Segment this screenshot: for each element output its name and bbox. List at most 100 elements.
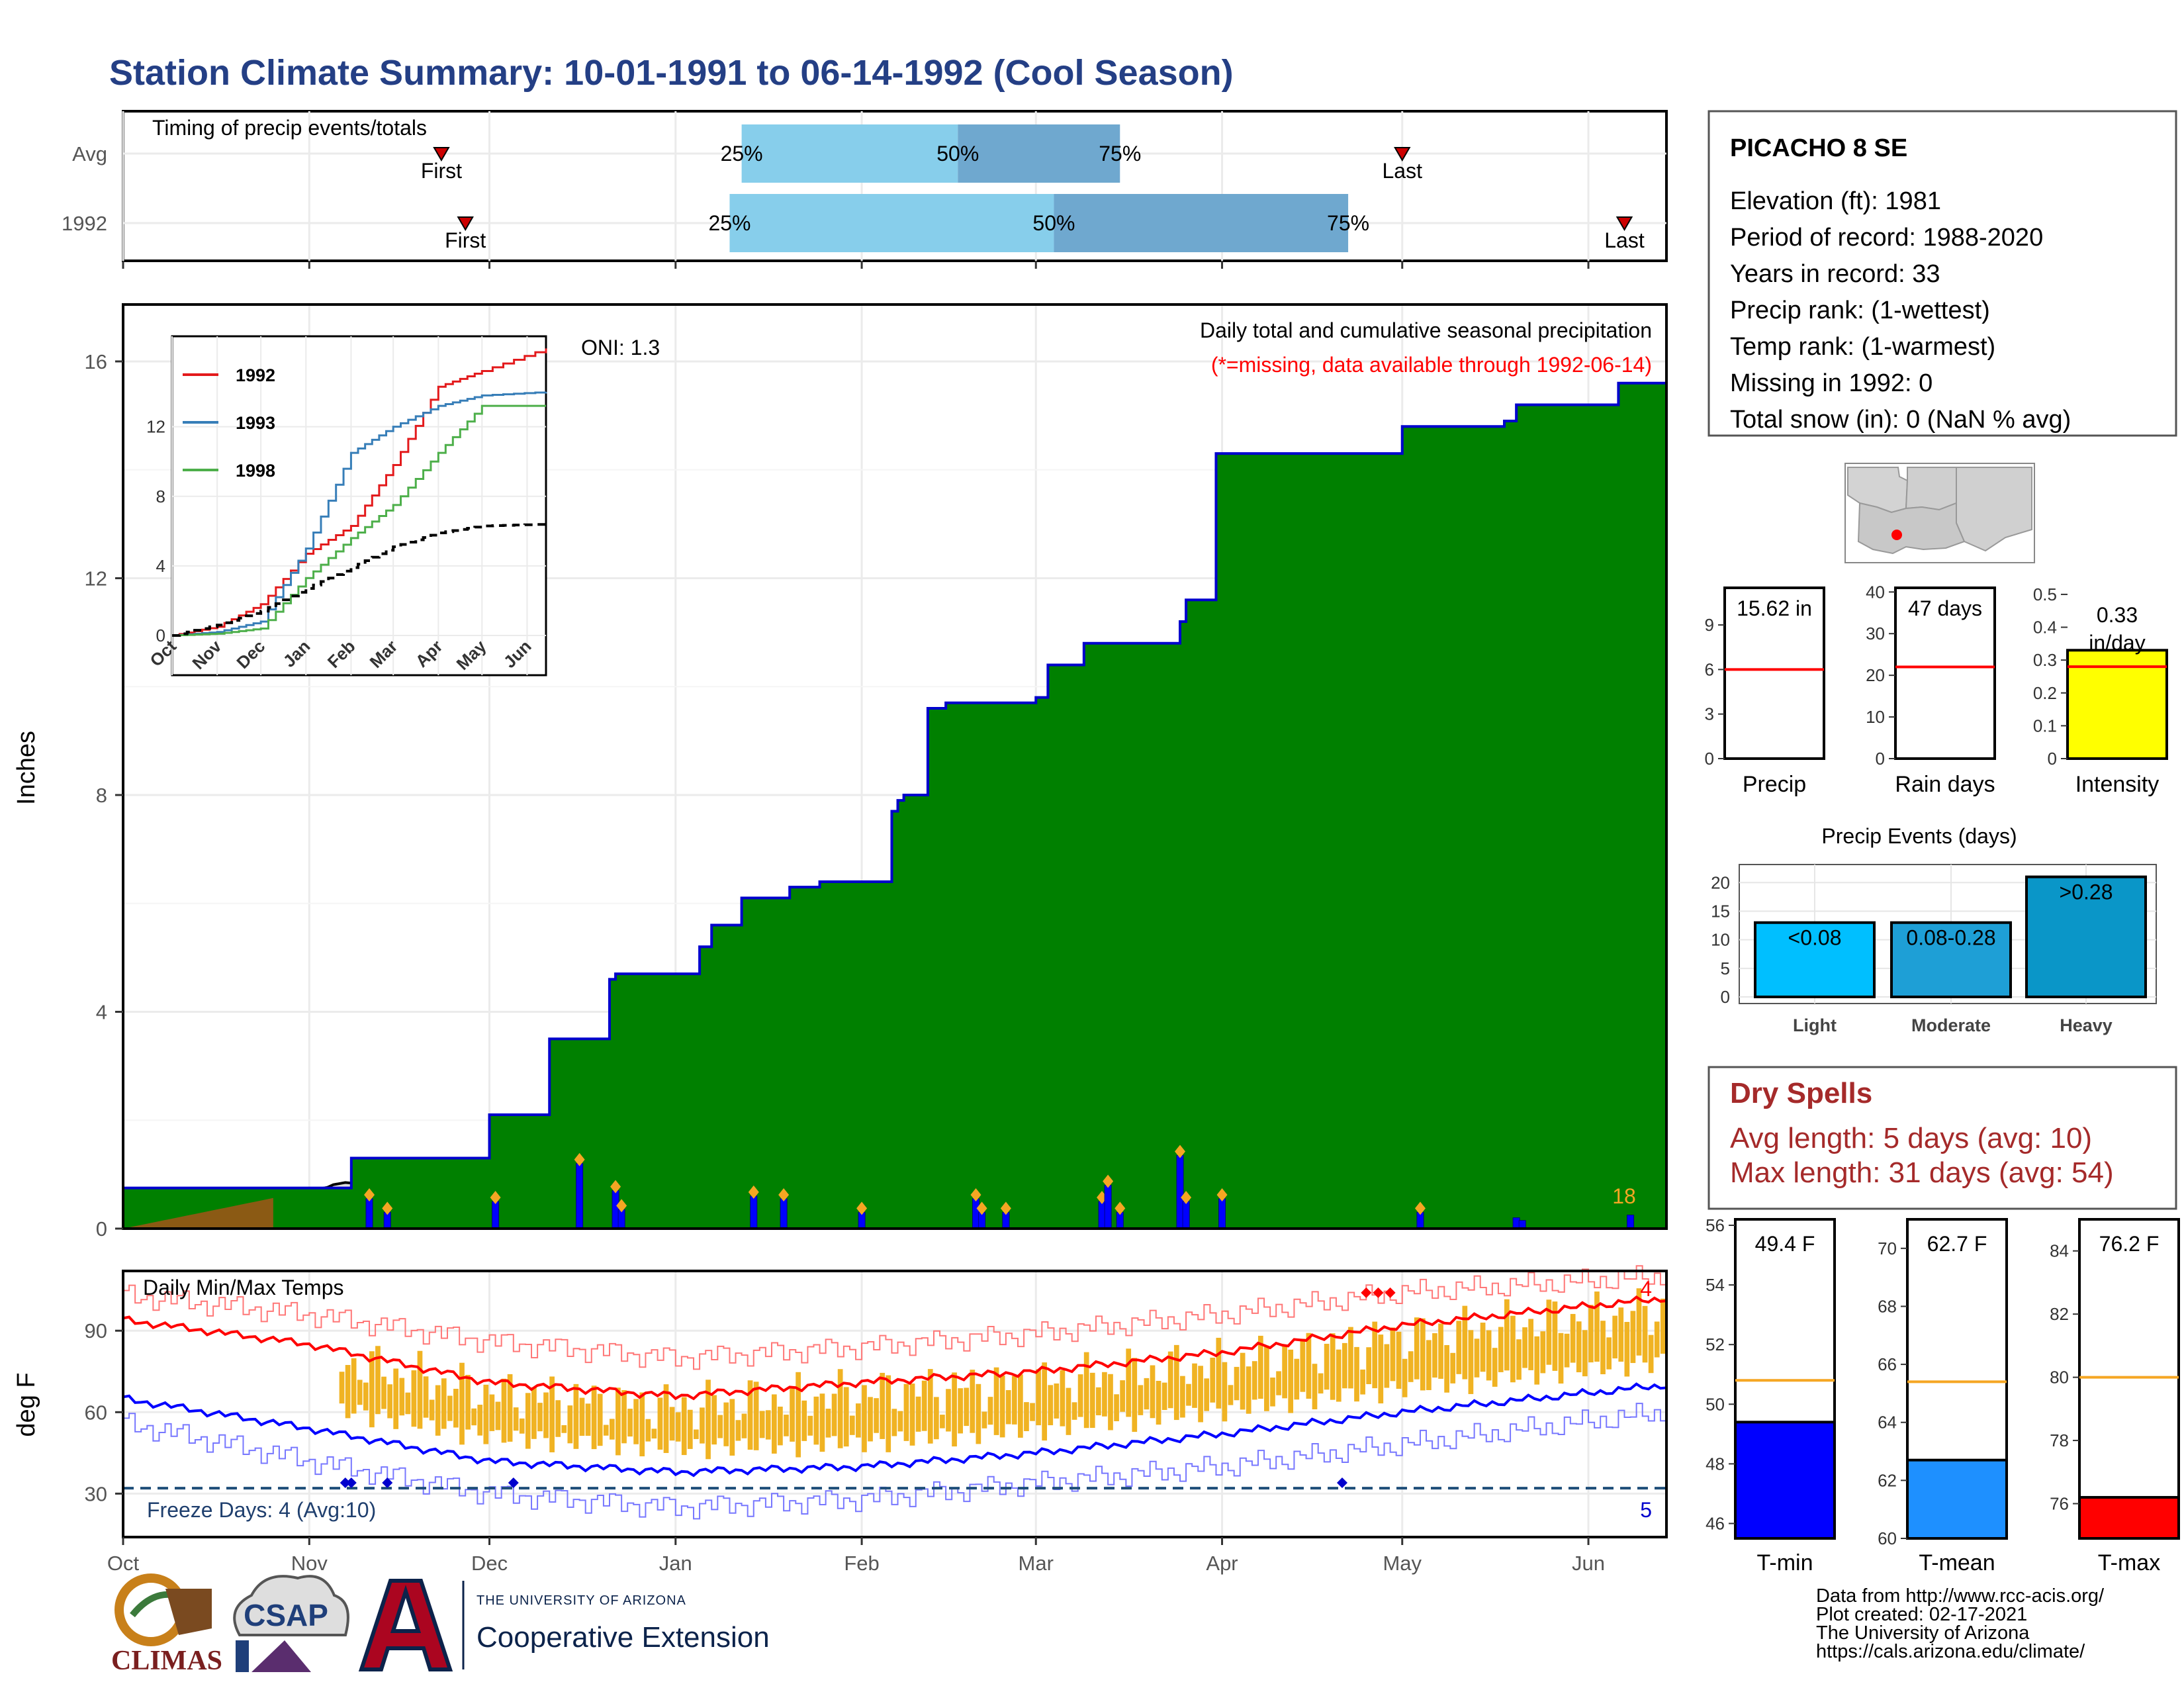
- daily-temp-bar: [495, 1401, 501, 1430]
- temperature-y-tick: 64: [1878, 1413, 1897, 1432]
- daily-temp-bar: [675, 1412, 681, 1442]
- station-name: PICACHO 8 SE: [1730, 134, 1907, 162]
- station-info-line: Period of record: 1988-2020: [1730, 224, 2043, 252]
- summary-x-label: Rain days: [1895, 772, 1995, 797]
- daily-temp-bar: [813, 1396, 819, 1445]
- daily-temp-bar: [363, 1382, 369, 1411]
- oni-label: ONI: 1.3: [581, 336, 660, 359]
- daily-temp-bar: [423, 1376, 429, 1418]
- daily-temp-bar: [993, 1367, 999, 1435]
- daily-temp-bar: [837, 1369, 843, 1448]
- daily-temp-bar: [1462, 1305, 1468, 1380]
- daily-temp-bar: [645, 1419, 651, 1442]
- daily-temp-bar: [1060, 1370, 1066, 1427]
- daily-precip-bar: [612, 1190, 619, 1229]
- percent-label-p75: 75%: [1327, 211, 1369, 235]
- daily-precip-bar: [1218, 1198, 1226, 1229]
- daily-temp-bar: [1011, 1376, 1017, 1425]
- daily-temp-bar: [958, 1388, 963, 1434]
- month-tick-label: Oct: [107, 1552, 140, 1575]
- temperature-y-tick: 76: [2050, 1494, 2069, 1514]
- daily-temp-bar: [1624, 1321, 1630, 1377]
- daily-temp-bar: [399, 1378, 405, 1416]
- daily-temp-bar: [825, 1409, 831, 1438]
- inset-average-line: [172, 523, 547, 637]
- daily-temp-bar: [453, 1389, 459, 1428]
- daily-temp-bar: [1594, 1291, 1600, 1362]
- month-tick-label: Jun: [1572, 1552, 1605, 1575]
- university-of-arizona-logo: THE UNIVERSITY OF ARIZONA Cooperative Ex…: [358, 1579, 770, 1671]
- inset-legend-label: 1993: [236, 413, 275, 433]
- daily-temp-bar: [999, 1375, 1005, 1438]
- daily-precip-bar: [1104, 1184, 1112, 1229]
- footer-line-2: Plot created: 02-17-2021: [1816, 1604, 2027, 1625]
- precip-event-marker: [1216, 1188, 1228, 1201]
- summary-y-tick: 0.3: [2033, 650, 2057, 670]
- precip-event-bar: [1890, 921, 2012, 999]
- daily-temp-bar: [1570, 1313, 1576, 1363]
- daily-temp-bar: [1414, 1317, 1420, 1380]
- daily-temp-bar: [1102, 1372, 1107, 1417]
- daily-temp-bar: [609, 1419, 615, 1440]
- daily-temp-bar: [1036, 1369, 1041, 1426]
- avg-50-75-bar: [958, 124, 1120, 183]
- summary-y-tick: 40: [1866, 582, 1885, 602]
- precip-event-marker: [1414, 1201, 1426, 1215]
- daily-temp-bar: [1161, 1382, 1167, 1410]
- daily-temp-bar: [729, 1399, 735, 1456]
- daily-temp-bar: [1173, 1344, 1179, 1421]
- daily-precip-bar: [617, 1209, 625, 1229]
- daily-temp-bar: [1408, 1351, 1414, 1382]
- temperature-y-tick: 84: [2050, 1241, 2069, 1261]
- daily-temp-bar: [639, 1392, 645, 1457]
- daily-temp-bar: [459, 1362, 465, 1445]
- daily-temp-bar: [933, 1397, 939, 1440]
- daily-temp-bar: [1138, 1385, 1144, 1415]
- daily-temp-bar: [868, 1397, 873, 1442]
- daily-temp-bar: [471, 1408, 477, 1426]
- precip-event-marker: [976, 1201, 987, 1215]
- hot-day-marker: [1373, 1287, 1384, 1298]
- daily-temp-bar: [874, 1398, 879, 1433]
- daily-temp-bar: [880, 1372, 886, 1439]
- daily-temp-bar: [1257, 1335, 1263, 1399]
- last-event-marker: [1394, 147, 1411, 162]
- daily-temp-bar: [585, 1403, 591, 1436]
- daily-temp-bar: [843, 1387, 849, 1447]
- daily-temp-bar: [807, 1415, 813, 1436]
- daily-temp-bar: [801, 1400, 807, 1441]
- daily-temp-bar: [921, 1380, 927, 1431]
- daily-temp-bar: [1564, 1333, 1570, 1368]
- temperature-y-tick: 50: [1706, 1394, 1725, 1414]
- summary-bar-charts: 15.62 in 0 3 6 9 Precip 47 days 0 10 20 30 40 Rain d…: [1705, 582, 2168, 797]
- hot-days-count: 4: [1640, 1277, 1652, 1301]
- daily-temp-bar: [1264, 1345, 1269, 1411]
- daily-temp-bar: [1024, 1402, 1029, 1431]
- daily-temp-bar: [663, 1384, 669, 1453]
- precip-event-bar: [1754, 921, 1876, 999]
- daily-temp-bar: [525, 1393, 531, 1449]
- timing-row-label-avg: Avg: [72, 142, 107, 165]
- daily-precip-bar: [1627, 1215, 1635, 1229]
- daily-temp-bar: [651, 1429, 657, 1439]
- percent-label-p25: 25%: [708, 211, 751, 235]
- daily-temp-bar: [1384, 1344, 1390, 1388]
- daily-temp-bar: [1126, 1348, 1132, 1417]
- daily-temp-bar: [897, 1411, 903, 1432]
- daily-temp-bar: [1150, 1365, 1156, 1419]
- daily-temp-bar: [339, 1372, 345, 1404]
- daily-temp-bar: [1246, 1366, 1251, 1414]
- temperature-y-tick: 56: [1706, 1215, 1725, 1235]
- daily-temp-bar: [1396, 1331, 1402, 1389]
- daily-temp-bar: [1077, 1374, 1083, 1417]
- precip-event-marker: [856, 1201, 868, 1215]
- daily-temp-bar: [1600, 1321, 1606, 1375]
- temp-panel: 30 60 90 Daily Min/Max Temps Freeze Days: …: [13, 1265, 1668, 1575]
- cold-days-count: 5: [1640, 1498, 1652, 1522]
- summary-y-tick: 30: [1866, 624, 1885, 643]
- summary-y-tick: 0: [1876, 749, 1885, 769]
- daily-temp-bar: [940, 1415, 945, 1429]
- daily-temp-bar: [1450, 1352, 1456, 1383]
- percent-label-p75: 75%: [1099, 142, 1141, 165]
